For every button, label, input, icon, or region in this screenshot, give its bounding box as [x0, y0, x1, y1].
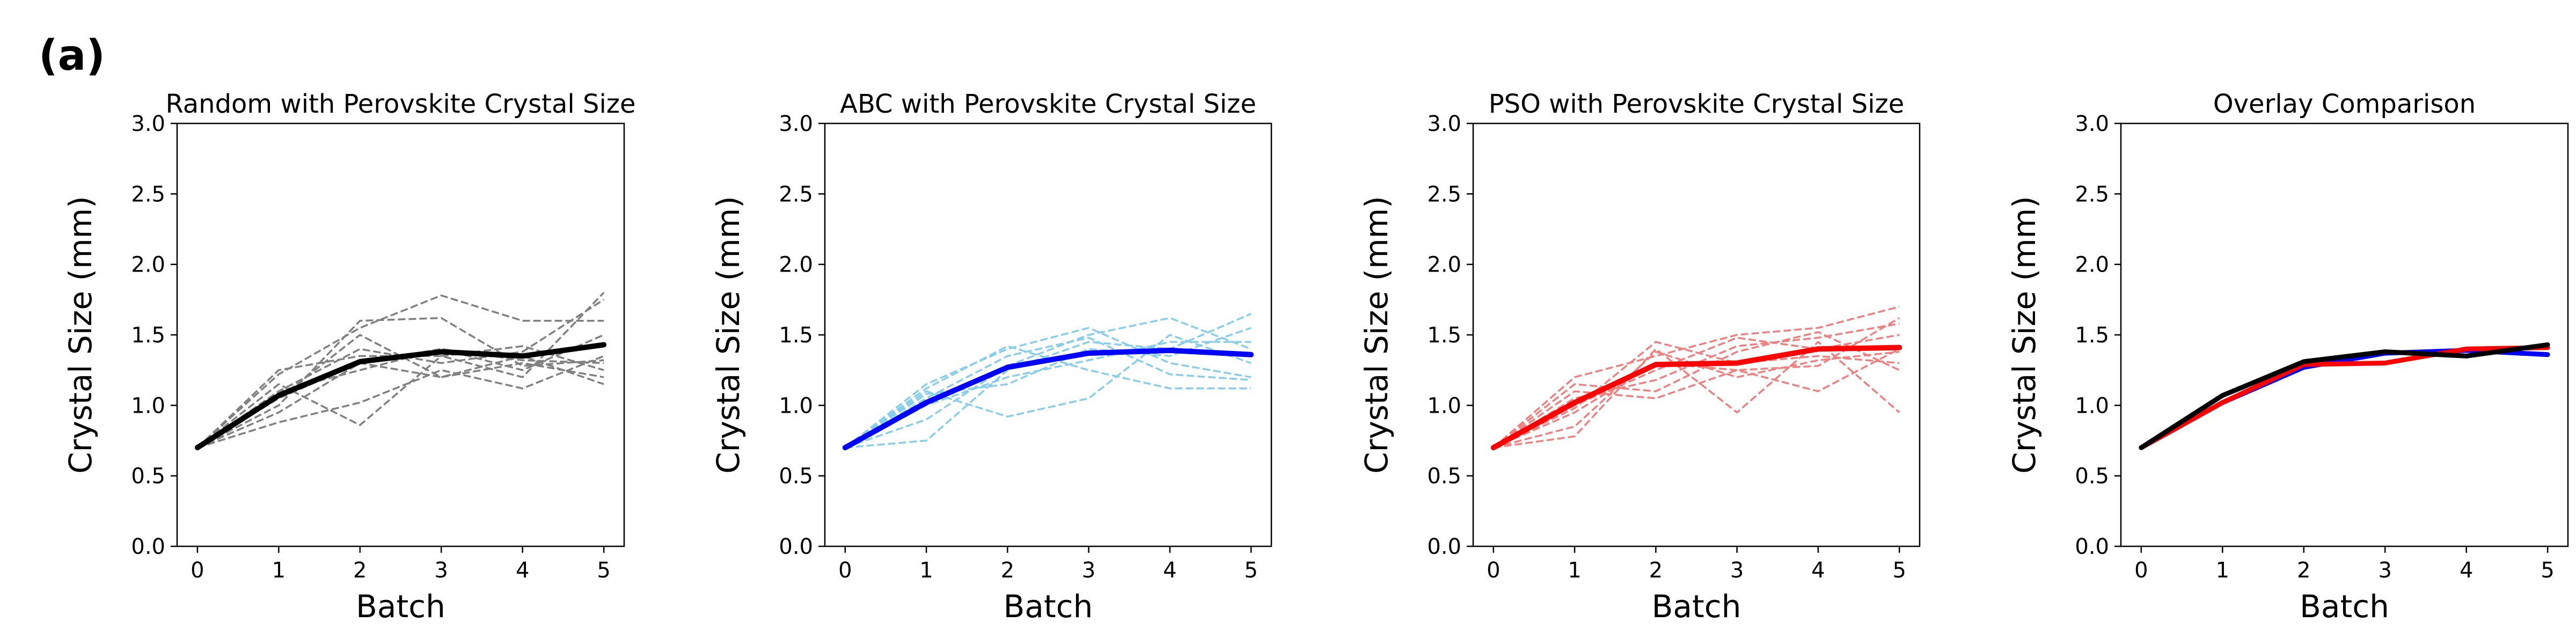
y-tick-label: 3.0 — [2075, 112, 2109, 136]
run-line-8 — [196, 345, 604, 449]
y-tick-label: 1.5 — [779, 323, 813, 348]
y-tick-label: 1.5 — [131, 323, 165, 348]
x-axis-label: Batch — [1652, 588, 1741, 625]
run-line-1 — [1493, 341, 1900, 449]
y-tick-label: 2.5 — [131, 182, 165, 207]
x-tick-label: 0 — [838, 558, 852, 583]
run-line-3 — [196, 298, 605, 449]
x-tick-label: 4 — [1811, 558, 1825, 583]
run-line-2 — [196, 294, 604, 449]
x-tick-label: 2 — [2297, 558, 2310, 583]
run-line-1 — [845, 312, 1252, 449]
chart-title: PSO with Perovskite Crystal Size — [1489, 89, 1905, 119]
x-tick-label: 2 — [1001, 558, 1014, 583]
mean-line — [842, 347, 1254, 451]
x-tick-label: 1 — [1568, 558, 1581, 583]
y-tick-label: 2.0 — [131, 253, 165, 277]
chart-title: Overlay Comparison — [2213, 89, 2476, 119]
mean-line — [1490, 345, 1902, 451]
run-line-4 — [197, 355, 604, 449]
y-tick-label: 0.5 — [131, 464, 165, 489]
plot-frame — [176, 122, 625, 547]
run-line-5 — [844, 336, 1252, 449]
y-tick-label: 3.0 — [779, 112, 813, 136]
chart-title: Random with Perovskite Crystal Size — [165, 89, 635, 119]
y-tick-label: 1.0 — [131, 393, 165, 418]
run-line-4 — [1493, 341, 1900, 449]
y-tick-label: 0.0 — [131, 535, 165, 559]
x-tick-label: 5 — [1244, 558, 1257, 583]
plot-frame — [1472, 122, 1921, 547]
x-tick-label: 4 — [1163, 558, 1176, 583]
x-tick-label: 4 — [2460, 558, 2473, 583]
x-tick-label: 1 — [919, 558, 933, 583]
x-tick-label: 0 — [191, 558, 204, 583]
y-tick-label: 1.0 — [1427, 393, 1461, 418]
overlay-line-3 — [2139, 342, 2550, 450]
x-tick-label: 2 — [1649, 558, 1663, 583]
y-tick-label: 0.0 — [1427, 535, 1461, 559]
overlay-line-2 — [2139, 345, 2550, 450]
x-tick-label: 4 — [516, 558, 529, 583]
mean-line — [194, 342, 607, 451]
x-tick-label: 1 — [272, 558, 286, 583]
y-tick-label: 2.5 — [779, 182, 813, 207]
x-tick-label: 5 — [1892, 558, 1906, 583]
y-tick-label: 1.0 — [779, 393, 813, 418]
run-line-2 — [1492, 305, 1900, 449]
run-line-3 — [1492, 317, 1900, 449]
y-tick-label: 0.5 — [779, 464, 813, 489]
run-line-5 — [196, 348, 604, 449]
run-line-10 — [196, 291, 605, 449]
y-axis-label: Crystal Size (mm) — [710, 196, 747, 473]
x-tick-label: 2 — [353, 558, 367, 583]
y-tick-label: 2.5 — [2075, 182, 2109, 207]
y-tick-label: 3.0 — [131, 112, 165, 136]
y-tick-label: 1.5 — [2075, 323, 2109, 348]
y-tick-label: 0.5 — [1427, 464, 1461, 489]
run-line-4 — [844, 334, 1252, 449]
x-tick-label: 5 — [2541, 558, 2554, 583]
run-line-5 — [1492, 323, 1900, 449]
run-line-7 — [1492, 331, 1900, 449]
y-tick-label: 1.5 — [1427, 323, 1461, 348]
y-tick-label: 1.0 — [2075, 393, 2109, 418]
y-tick-label: 3.0 — [1427, 112, 1461, 136]
chart-panel-3: PSO with Perovskite Crystal Size 0.0 0.5 1.… — [1358, 89, 1921, 625]
x-tick-label: 3 — [1730, 558, 1744, 583]
chart-title: ABC with Perovskite Crystal Size — [840, 89, 1256, 119]
y-tick-label: 2.0 — [779, 253, 813, 277]
run-line-6 — [196, 355, 604, 449]
chart-panel-2: ABC with Perovskite Crystal Size 0.0 0.5 1.… — [710, 89, 1272, 625]
y-axis-label: Crystal Size (mm) — [2006, 196, 2043, 473]
x-tick-label: 5 — [597, 558, 610, 583]
y-axis-label: Crystal Size (mm) — [1358, 196, 1395, 473]
plot-frame — [2120, 122, 2569, 547]
charts-container: Random with Perovskite Crystal Size 0.0 0.… — [62, 89, 2569, 625]
x-tick-label: 0 — [1487, 558, 1500, 583]
x-tick-label: 0 — [2134, 558, 2148, 583]
x-axis-label: Batch — [356, 588, 445, 625]
y-tick-label: 0.5 — [2075, 464, 2109, 489]
run-line-6 — [845, 317, 1252, 449]
x-axis-label: Batch — [2300, 588, 2389, 625]
x-axis-label: Batch — [1004, 588, 1093, 625]
chart-panel-4: Overlay Comparison 0.0 0.5 1.0 1.5 2.0 2.5 3.0 0… — [2006, 89, 2569, 625]
y-tick-label: 0.0 — [2075, 535, 2109, 559]
x-tick-label: 3 — [2379, 558, 2392, 583]
x-tick-label: 1 — [2216, 558, 2229, 583]
run-line-2 — [844, 327, 1252, 449]
y-tick-label: 2.5 — [1427, 182, 1461, 207]
y-tick-label: 2.0 — [1427, 253, 1461, 277]
x-tick-label: 3 — [435, 558, 448, 583]
y-axis-label: Crystal Size (mm) — [62, 196, 99, 473]
chart-panel-1: Random with Perovskite Crystal Size 0.0 0.… — [62, 89, 636, 625]
run-line-8 — [844, 327, 1252, 449]
run-line-7 — [197, 317, 604, 449]
panel-label: (a) — [39, 32, 105, 80]
x-tick-label: 3 — [1082, 558, 1095, 583]
y-tick-label: 0.0 — [779, 535, 813, 559]
y-tick-label: 2.0 — [2075, 253, 2109, 277]
